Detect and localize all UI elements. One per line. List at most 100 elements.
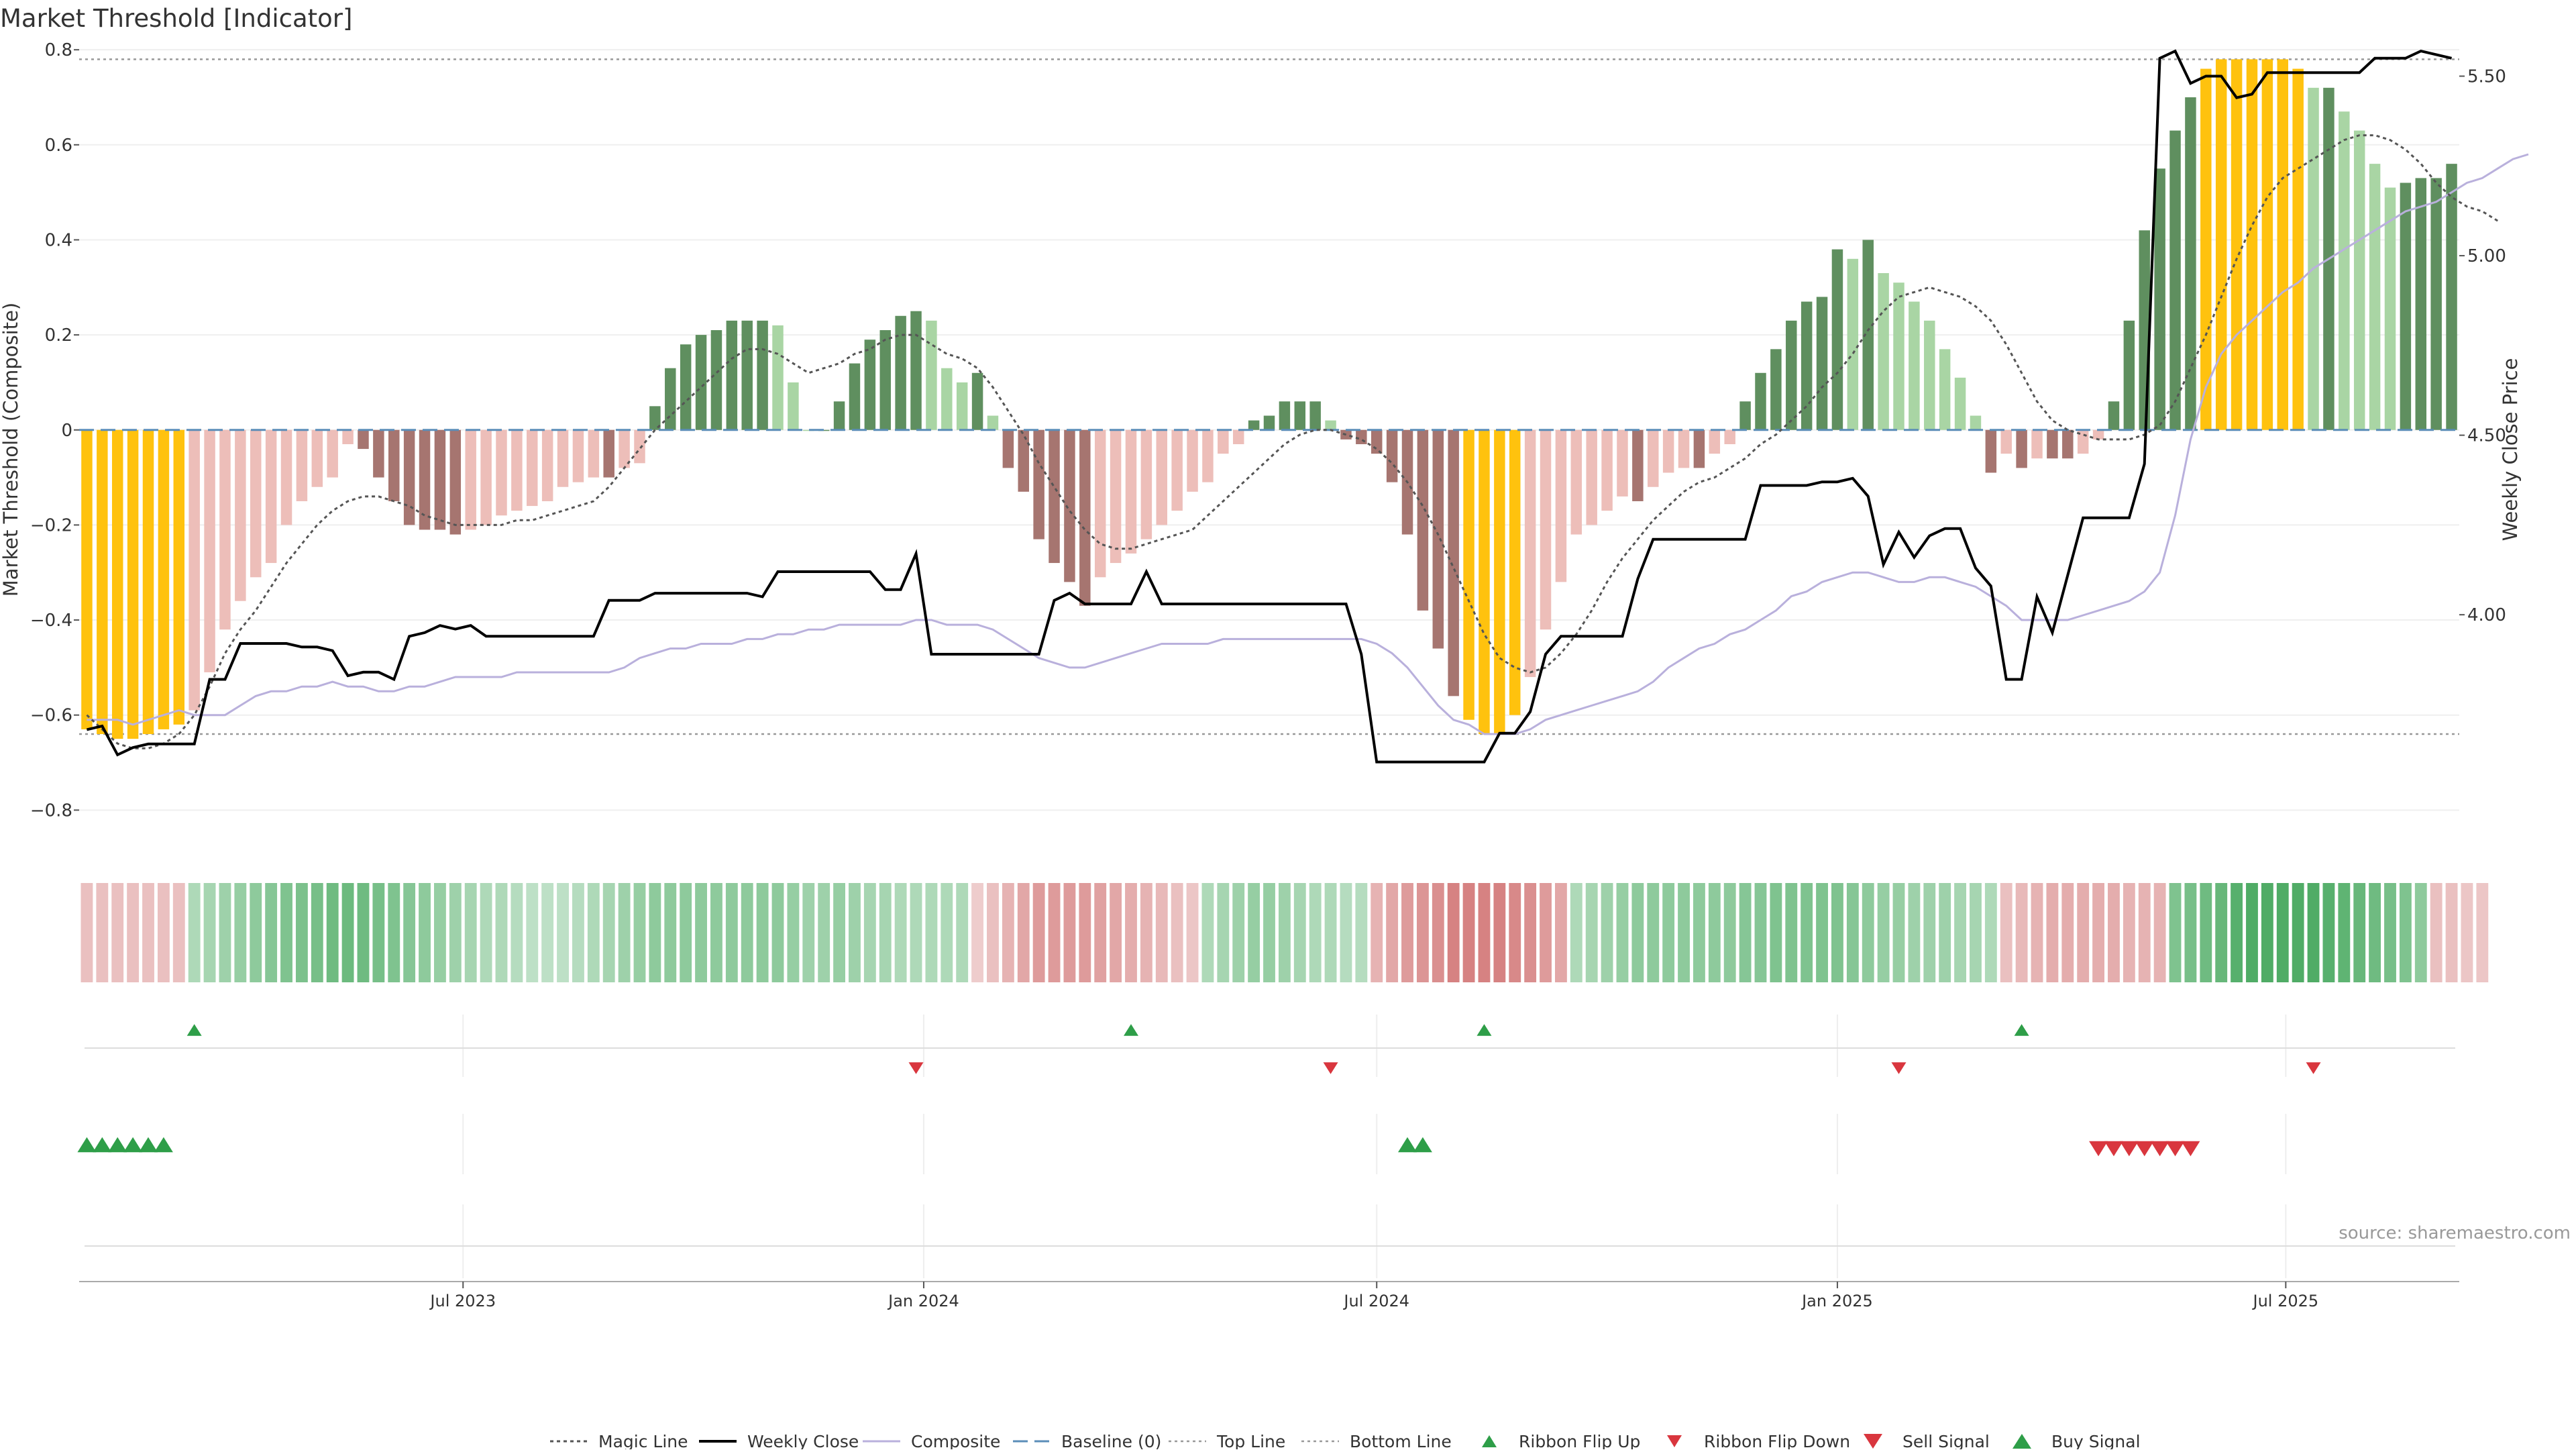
- composite-bar: [2261, 59, 2273, 430]
- ribbon-cell: [695, 883, 707, 982]
- ribbon-cell: [1309, 883, 1322, 982]
- composite-bar: [1555, 429, 1567, 582]
- ribbon-cell: [879, 883, 892, 982]
- composite-bar: [2031, 429, 2043, 459]
- ribbon-cell: [771, 883, 784, 982]
- composite-bar: [1617, 429, 1628, 497]
- ribbon-flip-up-marker: [1477, 1024, 1492, 1036]
- composite-bar: [2185, 97, 2196, 430]
- ribbon-cell: [1432, 883, 1444, 982]
- composite-bar: [1417, 429, 1429, 611]
- ribbon-cell: [725, 883, 738, 982]
- composite-bar: [1232, 429, 1244, 444]
- composite-bar: [2108, 401, 2120, 430]
- sell-signal-marker: [2135, 1141, 2154, 1157]
- composite-bar: [2339, 111, 2350, 430]
- y2-axis-label: Weekly Close Price: [2499, 358, 2522, 541]
- sell-signal-marker: [2165, 1141, 2185, 1157]
- composite-bar: [956, 382, 968, 430]
- ribbon-cell: [449, 883, 462, 982]
- ribbon-cell: [1293, 883, 1306, 982]
- composite-bar: [634, 429, 645, 464]
- ribbon-cell: [910, 883, 922, 982]
- composite-bar: [1171, 429, 1183, 511]
- composite-bar: [757, 320, 768, 430]
- x-tick-label: Jan 2024: [887, 1292, 959, 1310]
- composite-bar: [1632, 429, 1644, 501]
- ribbon-cell: [802, 883, 815, 982]
- composite-bar: [2154, 168, 2165, 430]
- composite-bar: [1724, 429, 1735, 444]
- composite-bar: [557, 429, 569, 487]
- composite-bar: [1509, 429, 1521, 715]
- composite-bar: [2430, 178, 2442, 430]
- composite-bar: [1094, 429, 1106, 578]
- composite-bar: [818, 429, 830, 431]
- composite-bar: [434, 429, 446, 530]
- ribbon-cell: [111, 883, 124, 982]
- ribbon-cell: [1954, 883, 1966, 982]
- magic-line: [86, 134, 2498, 749]
- legend-label: Buy Signal: [2051, 1432, 2141, 1449]
- source-note: source: sharemaestro.com: [2339, 1223, 2571, 1243]
- ribbon-cell: [2061, 883, 2074, 982]
- composite-bar: [1909, 301, 1920, 430]
- composite-bar: [788, 382, 799, 430]
- composite-bar: [649, 406, 661, 430]
- composite-bar: [2016, 429, 2027, 468]
- composite-bar: [1648, 429, 1659, 487]
- ribbon-cell: [1048, 883, 1061, 982]
- ribbon-cell: [265, 883, 278, 982]
- ribbon-cell: [188, 883, 201, 982]
- sell-signal-marker: [2150, 1141, 2169, 1157]
- y2-tick-label: 4.50: [2467, 426, 2506, 446]
- y-tick-label: 0.2: [45, 325, 72, 346]
- ribbon-cell: [1693, 883, 1705, 982]
- chart-title: Market Threshold [Indicator]: [0, 4, 352, 33]
- ribbon-cell: [1984, 883, 1997, 982]
- composite-bar: [665, 368, 676, 430]
- composite-bar: [1709, 429, 1721, 454]
- ribbon-flip-up-marker: [1123, 1024, 1138, 1036]
- ribbon-cell: [357, 883, 370, 982]
- ribbon-cell: [2108, 883, 2120, 982]
- ribbon-cell: [2231, 883, 2243, 982]
- composite-bar: [2369, 164, 2381, 430]
- composite-bar: [204, 429, 215, 672]
- legend-label: Bottom Line: [1350, 1432, 1452, 1449]
- composite-bar: [1970, 415, 1982, 430]
- x-tick-label: Jan 2025: [1801, 1292, 1873, 1310]
- composite-bar: [803, 429, 814, 431]
- composite-bar: [219, 429, 231, 630]
- ribbon-cell: [127, 883, 140, 982]
- composite-bar: [142, 429, 154, 735]
- composite-bar: [619, 429, 630, 468]
- ribbon-cell: [511, 883, 523, 982]
- legend-label: Composite: [911, 1432, 1000, 1449]
- legend-swatch: [1482, 1435, 1497, 1447]
- y2-tick-label: 5.50: [2467, 67, 2506, 87]
- ribbon-cell: [1509, 883, 1521, 982]
- ribbon-cell: [203, 883, 216, 982]
- ribbon-cell: [1754, 883, 1767, 982]
- composite-bar: [1156, 429, 1168, 525]
- ribbon-cell: [1155, 883, 1168, 982]
- legend-swatch: [1864, 1434, 1882, 1449]
- composite-bar: [680, 344, 692, 430]
- ribbon-cell: [1570, 883, 1582, 982]
- ribbon-cell: [987, 883, 999, 982]
- composite-bar: [480, 429, 492, 525]
- composite-bar: [1954, 377, 1966, 430]
- buy-signal-marker: [123, 1137, 143, 1153]
- composite-bar: [910, 311, 922, 430]
- composite-bar: [1294, 401, 1306, 430]
- ribbon-cell: [1263, 883, 1275, 982]
- composite-bar: [327, 429, 338, 478]
- ribbon-cell: [1585, 883, 1598, 982]
- ribbon-cell: [863, 883, 876, 982]
- ribbon-cell: [2322, 883, 2335, 982]
- ribbon-cell: [2369, 883, 2381, 982]
- ribbon-cell: [1970, 883, 1982, 982]
- ribbon-cell: [326, 883, 339, 982]
- composite-bar: [1770, 349, 1782, 430]
